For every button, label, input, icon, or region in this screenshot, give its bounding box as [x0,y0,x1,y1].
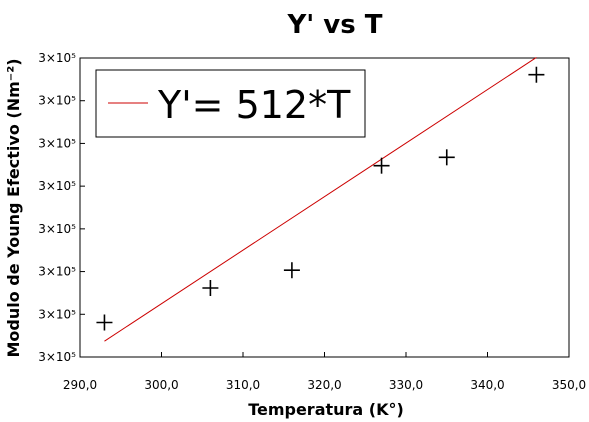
x-tick-label: 340,0 [470,378,504,392]
plot-area: 290,0 300,0 310,0 320,0 330,0 340,0 350,0 3×10… [38,51,586,392]
x-tick-label: 350,0 [552,378,586,392]
data-point-marker [528,66,545,83]
fit-line [104,57,537,342]
y-tick-label: 3×10⁵ [38,222,76,236]
chart-title: Y' vs T [286,10,382,40]
y-tick-label: 3×10⁵ [38,350,76,364]
x-tick-label: 310,0 [226,378,260,392]
x-tick-label: 290,0 [63,378,97,392]
x-tick-label: 300,0 [144,378,178,392]
y-tick-label: 3×10⁵ [38,307,76,321]
x-axis-ticks: 290,0 300,0 310,0 320,0 330,0 340,0 350,0 [63,352,586,392]
y-tick-label: 3×10⁵ [38,265,76,279]
y-tick-label: 3×10⁵ [38,136,76,150]
x-axis-title: Temperatura (K°) [248,400,404,419]
y-axis-title: Modulo de Young Efectivo (Nm⁻²) [4,58,23,357]
y-tick-label: 3×10⁵ [38,51,76,65]
y-tick-label: 3×10⁵ [38,94,76,108]
data-point-marker [202,280,219,296]
data-point-marker [283,262,300,279]
legend-label: Y'= 512*T [157,83,351,127]
data-point-marker [96,314,113,331]
x-tick-label: 320,0 [307,378,341,392]
legend: Y'= 512*T [95,69,366,138]
data-point-marker [438,149,455,166]
series-layer [96,57,545,342]
data-point-marker [373,157,390,174]
x-tick-label: 330,0 [389,378,423,392]
y-axis-ticks: 3×10⁵ 3×10⁵ 3×10⁵ 3×10⁵ 3×10⁵ 3×10⁵ 3×10⁵ 3×10⁵ [38,51,85,364]
y-tick-label: 3×10⁵ [38,179,76,193]
